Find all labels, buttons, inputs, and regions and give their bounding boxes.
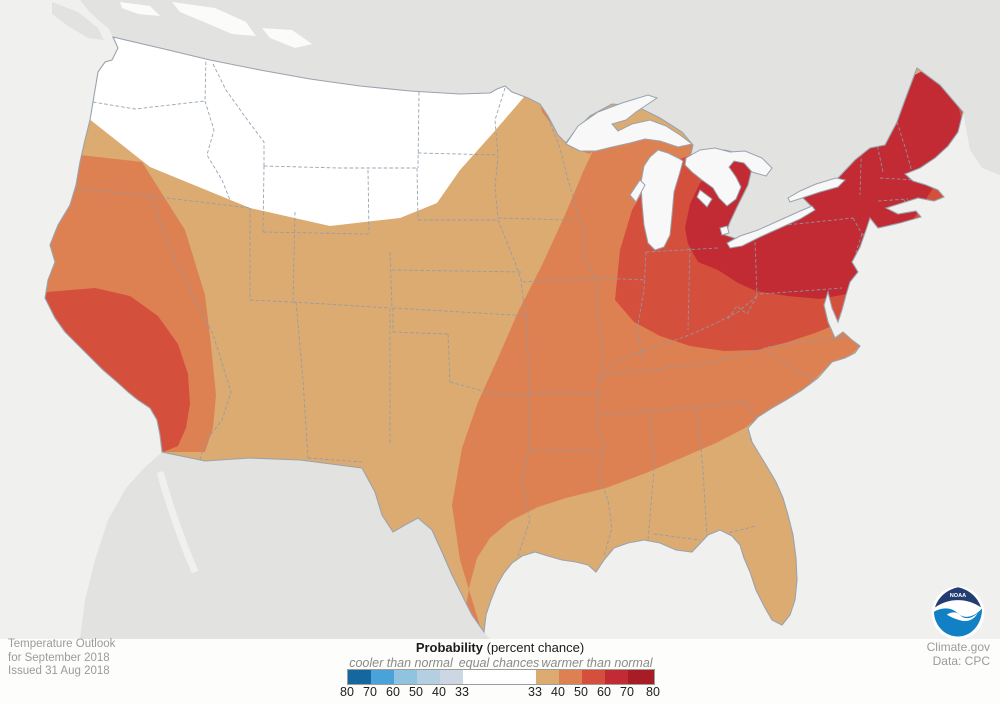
noaa-logo: NOAA	[931, 586, 985, 640]
legend-tick: 50	[409, 685, 423, 699]
green-bay	[629, 179, 646, 203]
legend-segment	[371, 670, 394, 684]
noaa-logo-top	[935, 587, 981, 608]
legend-tick: 33	[455, 685, 469, 699]
lake-ontario	[787, 177, 846, 203]
legend-tick: 40	[432, 685, 446, 699]
legend-title: Probability (percent chance)	[0, 640, 1000, 655]
legend-tick: 60	[386, 685, 400, 699]
issued-line-1: Temperature Outlook	[8, 638, 116, 650]
noaa-logo-bottom	[933, 608, 983, 637]
great-lakes	[565, 94, 846, 251]
legend-title-rest: (percent chance)	[483, 640, 585, 655]
legend-tick: 33	[528, 685, 542, 699]
issued-line-3: Issued 31 Aug 2018	[8, 665, 110, 677]
legend-tick: 70	[620, 685, 634, 699]
legend-bar	[347, 669, 655, 685]
legend-segment	[417, 670, 440, 684]
issued-line-2: for September 2018	[8, 651, 110, 664]
band-equal-chances	[88, 37, 524, 226]
legend-tick: 50	[574, 685, 588, 699]
legend-tick: 70	[363, 685, 377, 699]
legend-segment	[628, 670, 654, 684]
legend-category-label: equal chances	[458, 656, 540, 670]
credits-block: Climate.gov Data: CPC	[926, 640, 990, 668]
lake-michigan	[640, 149, 684, 251]
state-borders	[75, 55, 916, 557]
lake-superior	[565, 94, 694, 152]
legend-category-label: cooler than normal	[349, 656, 453, 670]
legend-segment	[582, 670, 605, 684]
mexico-landmass	[80, 452, 490, 639]
legend-segment	[463, 670, 536, 684]
issued-block: Temperature Outlook for September 2018 I…	[8, 638, 115, 679]
legend-tick: 80	[340, 685, 354, 699]
legend-tick: 40	[551, 685, 565, 699]
lake-st-clair	[719, 225, 730, 236]
legend-segment	[394, 670, 417, 684]
legend-title-bold: Probability	[415, 640, 483, 655]
saginaw-bay	[696, 189, 713, 208]
legend-tick: 80	[646, 685, 660, 699]
legend-category-label: warmer than normal	[541, 656, 653, 670]
lake-erie	[726, 205, 816, 249]
us-outlook-map	[0, 0, 1000, 639]
legend-category-labels: cooler than normal equal chances warmer th…	[0, 656, 1000, 670]
credit-source: Data: CPC	[932, 653, 990, 668]
legend-tick: 60	[597, 685, 611, 699]
noaa-logo-text: NOAA	[950, 593, 966, 599]
legend-segment	[605, 670, 628, 684]
lake-huron	[684, 147, 773, 207]
us-outline	[44, 36, 964, 634]
legend-segment	[440, 670, 463, 684]
canada-landmass	[80, 0, 1000, 240]
noaa-logo-gull	[946, 612, 978, 622]
credit-site: Climate.gov	[926, 640, 990, 654]
legend-segment	[559, 670, 582, 684]
legend-ticks: 80 70 60 50 40 33 33 40 50 60 70 80	[0, 685, 1000, 699]
legend-segment	[536, 670, 559, 684]
canada-mountain-patch	[120, 2, 312, 48]
gulf-of-california	[156, 471, 199, 574]
band-warm-50-60-california	[45, 288, 190, 452]
vancouver-island	[52, 2, 104, 40]
legend-segment	[348, 670, 371, 684]
